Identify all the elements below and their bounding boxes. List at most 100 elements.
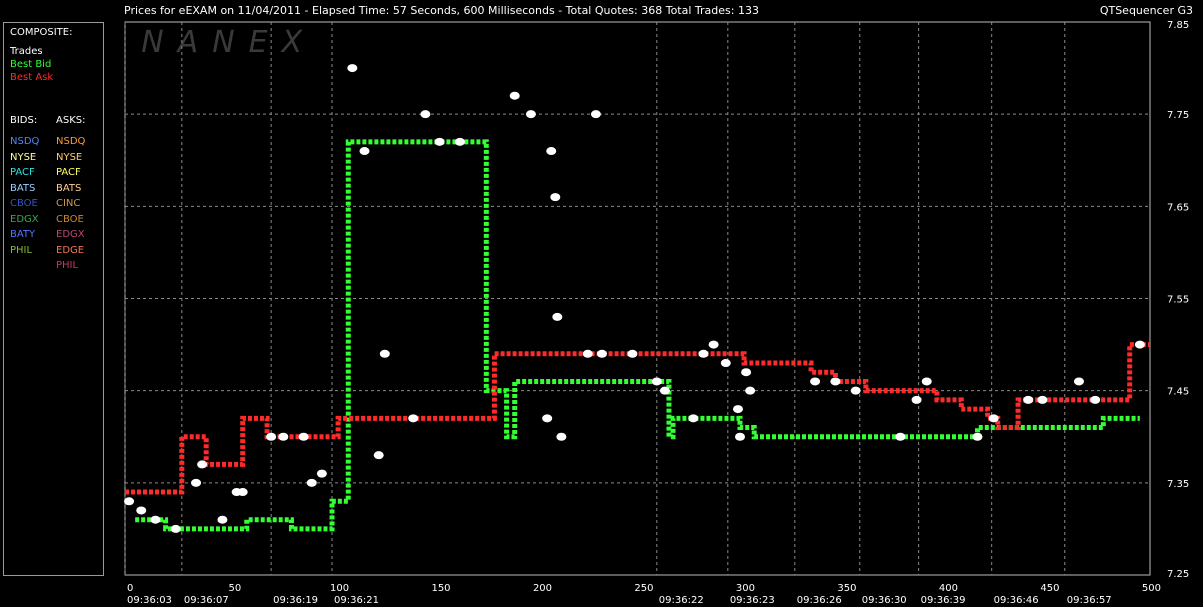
- legend-ask-exchange: EDGE: [56, 244, 85, 256]
- trade-point: [170, 524, 181, 533]
- legend-panel: COMPOSITE: Trades Best Bid Best Ask BIDS: ASK…: [3, 22, 104, 576]
- time-label: 09:36:23: [730, 595, 775, 606]
- legend-bid-exchange: BATY: [10, 229, 36, 240]
- trade-point: [745, 386, 756, 395]
- x-tick-label: 350: [837, 583, 856, 594]
- x-tick-label: 0: [127, 583, 133, 594]
- x-tick-label: 200: [533, 583, 552, 594]
- trade-point: [552, 312, 563, 321]
- legend-bid-exchange: EDGX: [10, 213, 39, 225]
- trade-point: [972, 432, 983, 441]
- legend-ask-exchange: PACF: [56, 167, 81, 178]
- x-tick-label: 150: [431, 583, 450, 594]
- trade-point: [266, 432, 277, 441]
- y-tick-label: 7.65: [1167, 202, 1189, 213]
- y-tick-label: 7.35: [1167, 479, 1189, 490]
- trade-point: [1023, 395, 1034, 404]
- trade-point: [735, 432, 745, 441]
- trade-point: [217, 515, 228, 524]
- legend-bid-exchange: BATS: [10, 182, 36, 194]
- legend-ask-exchange: CINC: [56, 198, 81, 209]
- trade-point: [420, 110, 431, 119]
- y-tick-label: 7.85: [1167, 20, 1189, 31]
- trade-point: [659, 386, 670, 395]
- x-tick-label: 400: [939, 583, 958, 594]
- trade-point: [911, 395, 922, 404]
- trade-point: [651, 377, 662, 386]
- trade-point: [596, 349, 607, 358]
- watermark-text: NANEX: [141, 25, 316, 60]
- trade-point: [590, 110, 601, 119]
- trade-point: [197, 460, 208, 469]
- trade-point: [895, 432, 906, 441]
- x-tick-label: 250: [634, 583, 653, 594]
- legend-ask-exchange: BATS: [56, 182, 82, 194]
- y-tick-label: 7.45: [1167, 387, 1189, 398]
- time-label: 09:36:30: [862, 595, 907, 606]
- trade-point: [124, 497, 135, 506]
- legend-composite-item: Trades: [10, 46, 43, 57]
- x-tick-label: 500: [1142, 583, 1161, 594]
- trade-point: [720, 359, 731, 368]
- trade-point: [810, 377, 821, 386]
- x-tick-label: 100: [330, 583, 349, 594]
- trade-point: [582, 349, 593, 358]
- time-label: 09:36:46: [994, 595, 1039, 606]
- legend-bid-exchange: NSDQ: [10, 136, 40, 147]
- trade-point: [525, 110, 536, 119]
- time-label: 09:36:57: [1067, 595, 1112, 606]
- trade-point: [306, 478, 317, 487]
- time-label: 09:36:39: [921, 595, 966, 606]
- legend-bid-exchange: CBOE: [10, 198, 38, 209]
- trade-point: [509, 91, 520, 100]
- trade-point: [278, 432, 289, 441]
- time-label: 09:36:07: [184, 595, 229, 606]
- trade-point: [1090, 395, 1101, 404]
- trade-point: [732, 405, 743, 414]
- trade-point: [298, 432, 309, 441]
- time-label: 09:36:03: [127, 595, 172, 606]
- trade-point: [1073, 377, 1084, 386]
- series-line-best-bid: [135, 139, 1140, 532]
- x-tick-label: 450: [1040, 583, 1059, 594]
- trade-point: [741, 368, 752, 377]
- time-label: 09:36:26: [797, 595, 842, 606]
- legend-bid-exchange: PACF: [10, 167, 35, 178]
- trade-point: [1134, 340, 1145, 349]
- trade-point: [379, 349, 390, 358]
- trade-point: [627, 349, 638, 358]
- y-tick-label: 7.55: [1167, 295, 1189, 306]
- trade-point: [830, 377, 841, 386]
- trade-point: [434, 137, 445, 146]
- time-label: 09:36:21: [334, 595, 379, 606]
- legend-composite-item: Best Bid: [10, 59, 52, 70]
- trade-point: [408, 414, 419, 423]
- window-header: Prices for eEXAM on 11/04/2011 - Elapsed…: [0, 0, 1203, 20]
- time-label: 09:36:22: [659, 595, 704, 606]
- trade-point: [237, 488, 248, 497]
- legend-bid-exchange: PHIL: [10, 244, 33, 256]
- legend-composite-title: COMPOSITE:: [10, 27, 73, 38]
- chart-title: Prices for eEXAM on 11/04/2011 - Elapsed…: [124, 4, 759, 17]
- trade-point: [454, 137, 465, 146]
- legend-ask-exchange: CBOE: [56, 213, 84, 225]
- legend-bid-exchange: NYSE: [10, 151, 37, 163]
- legend-ask-exchange: EDGX: [56, 229, 85, 240]
- trade-point: [136, 506, 147, 515]
- trade-point: [688, 414, 699, 423]
- trade-point: [850, 386, 861, 395]
- trade-point: [347, 64, 358, 73]
- app-name: QTSequencer G3: [1099, 4, 1193, 17]
- trade-point: [542, 414, 553, 423]
- legend-ask-exchange: NYSE: [56, 151, 83, 163]
- legend-bids-title: BIDS:: [10, 115, 38, 126]
- trade-point: [708, 340, 719, 349]
- trade-point: [359, 147, 370, 156]
- legend-asks-title: ASKS:: [56, 115, 86, 126]
- trade-point: [698, 349, 709, 358]
- trade-point: [150, 515, 161, 524]
- y-tick-label: 7.75: [1167, 110, 1189, 121]
- trade-point: [546, 147, 557, 156]
- trade-point: [316, 469, 327, 478]
